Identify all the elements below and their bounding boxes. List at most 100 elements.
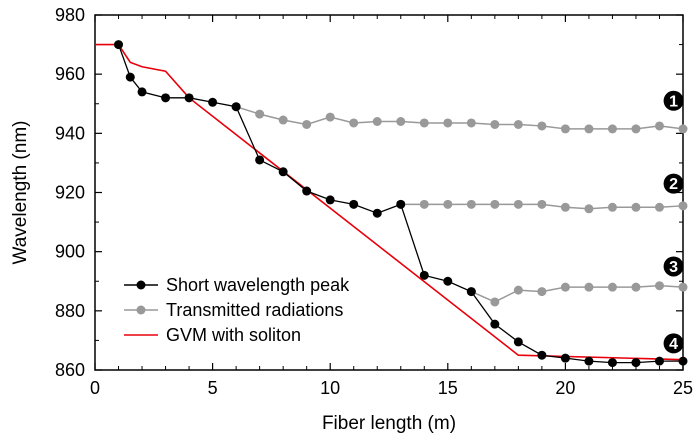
short-peak-point [125, 72, 135, 82]
x-tick-label: 25 [673, 378, 693, 398]
legend: Short wavelength peak Transmitted radiati… [124, 275, 350, 345]
transmitted-point [513, 285, 523, 295]
annotation-marker [663, 333, 684, 354]
short-peak-point [278, 167, 288, 177]
short-peak-point [607, 358, 617, 368]
short-peak-point [372, 208, 382, 218]
annotation-marker [663, 90, 684, 111]
transmitted-point [278, 115, 288, 125]
transmitted-point [560, 282, 570, 292]
short-peak-point [654, 356, 664, 366]
transmitted-point [443, 199, 453, 209]
short-peak-point [560, 353, 570, 363]
transmitted-point [255, 109, 265, 119]
x-tick-label: 15 [438, 378, 458, 398]
transmitted-point [631, 282, 641, 292]
transmitted-point [607, 202, 617, 212]
annotation-label: 3 [669, 259, 678, 276]
short-peak-point [325, 195, 335, 205]
transmitted-point [396, 117, 406, 126]
annotation-label: 4 [669, 336, 678, 353]
legend-label: Transmitted radiations [166, 300, 343, 320]
short-peak-point [678, 356, 688, 366]
transmitted-point [419, 199, 429, 209]
short-peak-point [255, 155, 265, 165]
transmitted-point [678, 201, 688, 211]
transmitted-point [678, 282, 688, 292]
y-tick-label: 960 [55, 64, 85, 84]
short-peak-point [231, 102, 241, 112]
transmitted-point [513, 199, 523, 209]
transmitted-point [560, 202, 570, 212]
short-peak-point [396, 199, 406, 209]
transmitted-point [584, 124, 594, 134]
short-peak-point [419, 270, 429, 280]
short-peak-point [584, 356, 594, 366]
axes: 0 5 10 15 20 25 860 880 900 920 940 960 980 [55, 5, 693, 398]
transmitted-point [537, 199, 547, 209]
short-peak-point [490, 319, 500, 329]
legend-label: GVM with soliton [166, 325, 301, 345]
y-tick-label: 880 [55, 301, 85, 321]
y-tick-label: 860 [55, 360, 85, 380]
short-peak-point [466, 287, 476, 297]
transmitted-point [631, 124, 641, 134]
transmitted-point [466, 118, 476, 128]
transmitted-point [654, 121, 664, 131]
transmitted-point [537, 287, 547, 297]
legend-swatch-marker [136, 280, 146, 290]
short-peak-point [208, 97, 218, 107]
transmitted-point [513, 119, 523, 129]
transmitted-point [325, 112, 335, 122]
short-peak-point [513, 337, 523, 347]
short-peak-point [184, 93, 194, 103]
transmitted-point [560, 124, 570, 134]
x-tick-label: 5 [208, 378, 218, 398]
short-peak-point [537, 350, 547, 360]
short-peak-point [349, 199, 359, 209]
transmitted-point [654, 281, 664, 291]
y-tick-label: 920 [55, 183, 85, 203]
annotation-label: 1 [669, 93, 678, 110]
short-peak-point [302, 186, 312, 196]
transmitted-line [471, 284, 684, 303]
legend-label: Short wavelength peak [166, 275, 350, 295]
y-axis-title: Wavelength (nm) [10, 121, 31, 265]
x-axis-title: Fiber length (m) [322, 413, 456, 434]
annotation-marker [663, 173, 684, 194]
transmitted-point [490, 297, 500, 307]
y-tick-label: 940 [55, 123, 85, 143]
transmitted-point [302, 119, 312, 129]
short-peak-point [443, 276, 453, 286]
legend-swatch-marker [136, 305, 146, 315]
transmitted-point [490, 119, 500, 129]
annotation-label: 2 [669, 176, 678, 193]
short-peak-point [161, 93, 171, 103]
transmitted-point [349, 118, 359, 128]
transmitted-point [372, 117, 382, 126]
transmitted-point [537, 121, 547, 131]
transmitted-point [607, 124, 617, 134]
transmitted-point [607, 282, 617, 292]
annotations: 1 2 3 4 [663, 90, 684, 354]
transmitted-point [584, 204, 594, 214]
transmitted-point [584, 282, 594, 292]
x-tick-label: 0 [90, 378, 100, 398]
transmitted-point [443, 118, 453, 128]
transmitted-point [466, 199, 476, 209]
transmitted-point [419, 118, 429, 128]
series-layer [95, 40, 688, 368]
annotation-marker [663, 256, 684, 277]
short-peak-point [631, 358, 641, 368]
x-tick-label: 20 [555, 378, 575, 398]
transmitted-point [490, 199, 500, 209]
transmitted-point [654, 202, 664, 212]
y-tick-label: 900 [55, 242, 85, 262]
transmitted-point [678, 124, 688, 134]
transmitted-point [631, 202, 641, 212]
x-tick-label: 10 [320, 378, 340, 398]
short-peak-point [114, 40, 124, 50]
short-peak-point [137, 87, 147, 97]
y-tick-label: 980 [55, 5, 85, 25]
